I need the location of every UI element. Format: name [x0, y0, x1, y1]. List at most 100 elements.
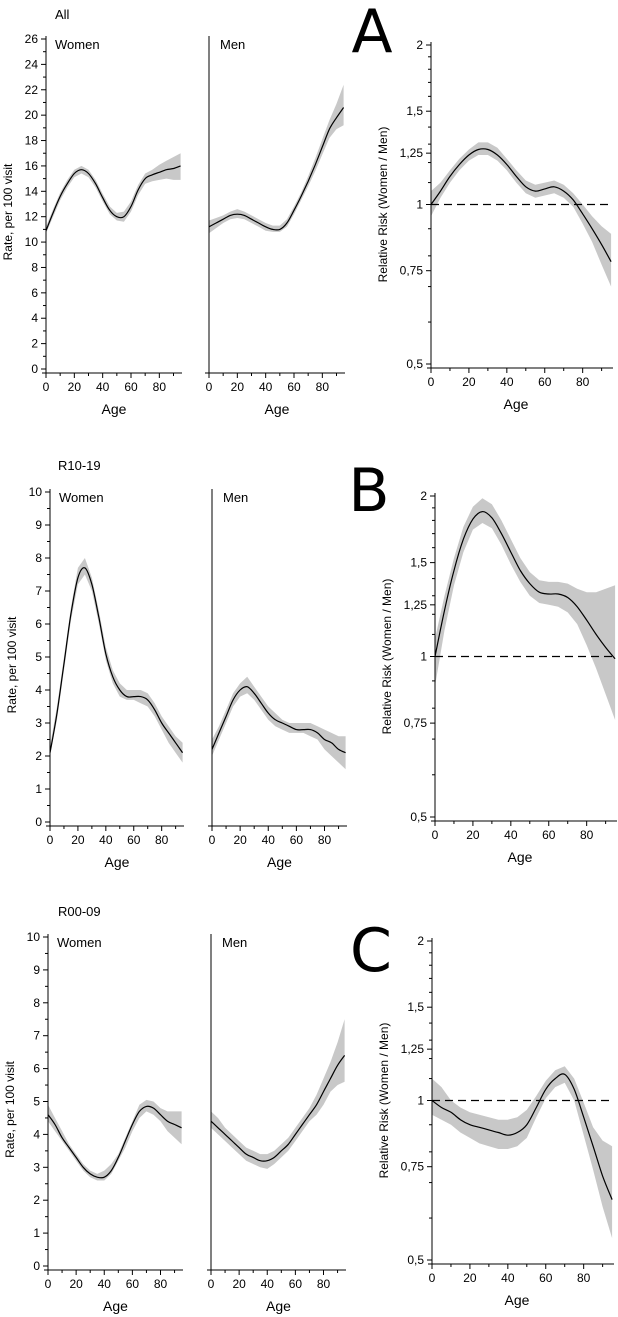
x-tick-label: 80	[316, 380, 330, 394]
confidence-band	[48, 1099, 182, 1181]
y-tick-label: 2	[35, 749, 42, 763]
y-tick-label: 0	[35, 815, 42, 829]
x-tick-label: 20	[232, 1277, 246, 1291]
panel-letter: A	[351, 0, 392, 67]
y-tick-label: 4	[31, 311, 38, 325]
y-tick-label: 1	[35, 782, 42, 796]
y-tick-label: 7	[33, 1029, 40, 1043]
series-line	[49, 567, 184, 754]
y-tick-label: 2	[416, 38, 423, 52]
x-tick-label: 20	[462, 375, 476, 389]
y-tick-label: 5	[35, 650, 42, 664]
x-tick-label: 80	[577, 1271, 591, 1285]
confidence-band	[212, 676, 346, 770]
subplot-relative-risk	[430, 493, 617, 826]
panel-letter: C	[350, 916, 392, 986]
y-tick-label: 0,75	[400, 264, 424, 278]
x-tick-label: 40	[261, 1277, 275, 1291]
x-tick-label: 20	[231, 380, 245, 394]
x-tick-label: 20	[463, 1271, 477, 1285]
subplot-title: Women	[55, 37, 100, 52]
y-tick-label: 0,5	[406, 357, 423, 371]
y-tick-label: 2	[420, 489, 427, 503]
y-axis-label: Rate, per 100 visit	[5, 616, 19, 713]
y-tick-label: 9	[35, 518, 42, 532]
x-axis-label: Age	[266, 1298, 291, 1314]
y-tick-label: 1,25	[404, 598, 428, 612]
y-axis-label: Rate, per 100 visit	[3, 1060, 17, 1157]
y-tick-label: 20	[25, 108, 39, 122]
y-tick-label: 0,5	[410, 810, 427, 824]
y-tick-label: 10	[27, 930, 41, 944]
y-tick-label: 2	[31, 337, 38, 351]
x-tick-label: 80	[317, 1277, 331, 1291]
x-axis-label: Age	[504, 396, 529, 412]
y-axis-label: Relative Risk (Women / Men)	[377, 1023, 391, 1179]
x-tick-label: 60	[124, 380, 138, 394]
y-tick-label: 8	[31, 260, 38, 274]
y-tick-label: 0	[33, 1259, 40, 1273]
x-tick-label: 80	[153, 380, 167, 394]
x-tick-label: 60	[127, 833, 141, 847]
y-tick-label: 26	[25, 32, 39, 46]
y-tick-label: 9	[33, 963, 40, 977]
x-axis-label: Age	[103, 1298, 128, 1314]
y-tick-label: 1	[420, 650, 427, 664]
y-tick-label: 5	[33, 1095, 40, 1109]
subplot-relative-risk	[426, 42, 613, 373]
subplot-women	[45, 489, 184, 831]
subplot-title: Women	[59, 490, 104, 505]
x-tick-label: 20	[71, 833, 85, 847]
subplot-women	[43, 934, 183, 1275]
x-tick-label: 0	[208, 1277, 215, 1291]
x-tick-label: 40	[96, 380, 110, 394]
y-tick-label: 1,5	[406, 104, 423, 118]
x-tick-label: 40	[500, 375, 514, 389]
x-tick-label: 0	[206, 380, 213, 394]
x-tick-label: 0	[47, 833, 54, 847]
y-tick-label: 8	[33, 996, 40, 1010]
x-tick-label: 0	[429, 1271, 436, 1285]
x-tick-label: 40	[259, 380, 273, 394]
y-tick-label: 2	[33, 1193, 40, 1207]
x-tick-label: 80	[155, 833, 169, 847]
y-tick-label: 0	[31, 362, 38, 376]
y-tick-label: 1	[417, 1094, 424, 1108]
y-tick-label: 0,5	[407, 1253, 424, 1267]
x-tick-label: 0	[209, 833, 216, 847]
y-tick-label: 2	[417, 934, 424, 948]
subplot-title: Women	[57, 935, 102, 950]
series-line	[208, 107, 345, 231]
y-tick-label: 4	[33, 1127, 40, 1141]
x-tick-label: 0	[45, 1277, 52, 1291]
confidence-band	[46, 153, 181, 234]
subplot-title: Men	[223, 490, 248, 505]
x-tick-label: 60	[538, 375, 552, 389]
x-tick-label: 80	[580, 828, 594, 842]
x-tick-label: 60	[289, 1277, 303, 1291]
x-tick-label: 80	[154, 1277, 168, 1291]
x-tick-label: 60	[287, 380, 301, 394]
x-axis-label: Age	[508, 849, 533, 865]
subplot-title: Men	[220, 37, 245, 52]
confidence-band	[431, 142, 612, 287]
panel-letter: B	[348, 456, 389, 526]
subplot-women	[41, 36, 182, 378]
subplot-men	[208, 489, 347, 831]
series-line	[434, 510, 616, 660]
x-tick-label: 0	[428, 375, 435, 389]
x-tick-label: 40	[504, 828, 518, 842]
x-axis-label: Age	[267, 854, 292, 870]
x-tick-label: 40	[98, 1277, 112, 1291]
y-tick-label: 1	[416, 198, 423, 212]
x-tick-label: 80	[576, 375, 590, 389]
y-tick-label: 16	[25, 159, 39, 173]
y-tick-label: 10	[25, 235, 39, 249]
x-tick-label: 20	[233, 833, 247, 847]
y-tick-label: 22	[25, 83, 39, 97]
x-tick-label: 60	[126, 1277, 140, 1291]
confidence-band	[435, 498, 616, 720]
subplot-relative-risk	[427, 938, 614, 1269]
series-line	[47, 1105, 182, 1179]
